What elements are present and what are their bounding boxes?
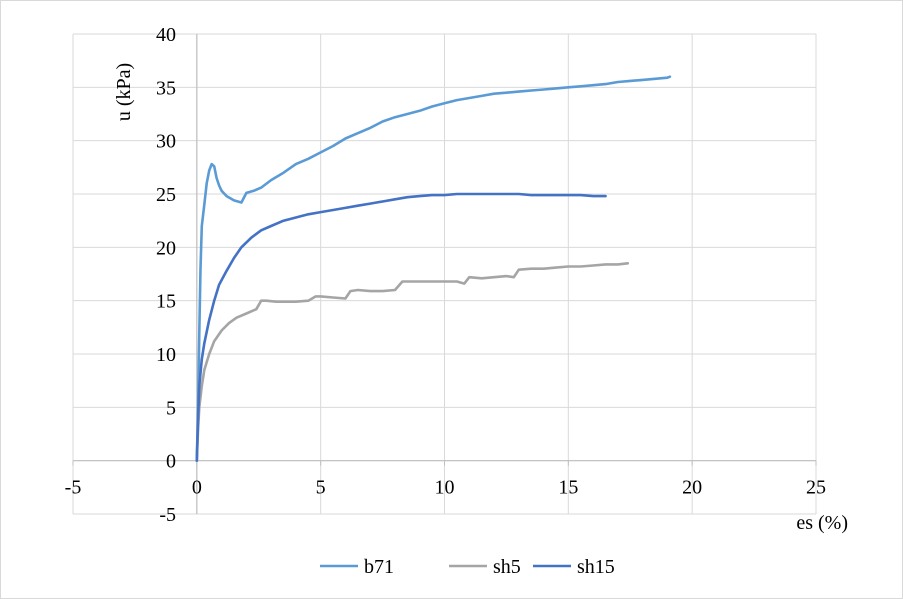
x-tick-label: 0 — [192, 477, 202, 499]
series-line-sh5 — [195, 261, 630, 463]
x-tick-label: -5 — [65, 477, 82, 499]
grid-lines — [72, 33, 817, 515]
legend-label-sh15: sh15 — [577, 556, 615, 578]
y-tick-label: 25 — [156, 184, 176, 206]
x-tick-label: 15 — [558, 477, 578, 499]
x-tick-label: 20 — [682, 477, 702, 499]
y-axis-title: u (kPa) — [113, 63, 135, 121]
y-tick-label: 35 — [156, 77, 176, 99]
series-line-sh15 — [195, 192, 607, 463]
y-tick-label: 40 — [156, 24, 176, 46]
y-tick-label: 10 — [156, 344, 176, 366]
y-tick-label: 30 — [156, 131, 176, 153]
legend: b71 sh5 sh15 — [320, 556, 615, 578]
y-tick-label: 5 — [166, 397, 176, 419]
y-tick-label: 15 — [156, 291, 176, 313]
series-lines — [195, 75, 672, 463]
y-tick-label: -5 — [159, 504, 176, 526]
x-tick-label: 25 — [806, 477, 826, 499]
y-tick-label: 0 — [166, 451, 176, 473]
y-tick-labels: -5 0 5 10 15 20 25 30 35 40 — [156, 24, 176, 526]
x-axis-title: es (%) — [796, 512, 848, 534]
legend-label-b71: b71 — [364, 556, 394, 578]
legend-label-sh5: sh5 — [493, 556, 521, 578]
x-tick-labels: -5 0 5 10 15 20 25 — [65, 477, 826, 499]
y-tick-label: 20 — [156, 237, 176, 259]
series-line-b71 — [195, 75, 672, 463]
x-tick-label: 5 — [316, 477, 326, 499]
x-tick-label: 10 — [435, 477, 455, 499]
